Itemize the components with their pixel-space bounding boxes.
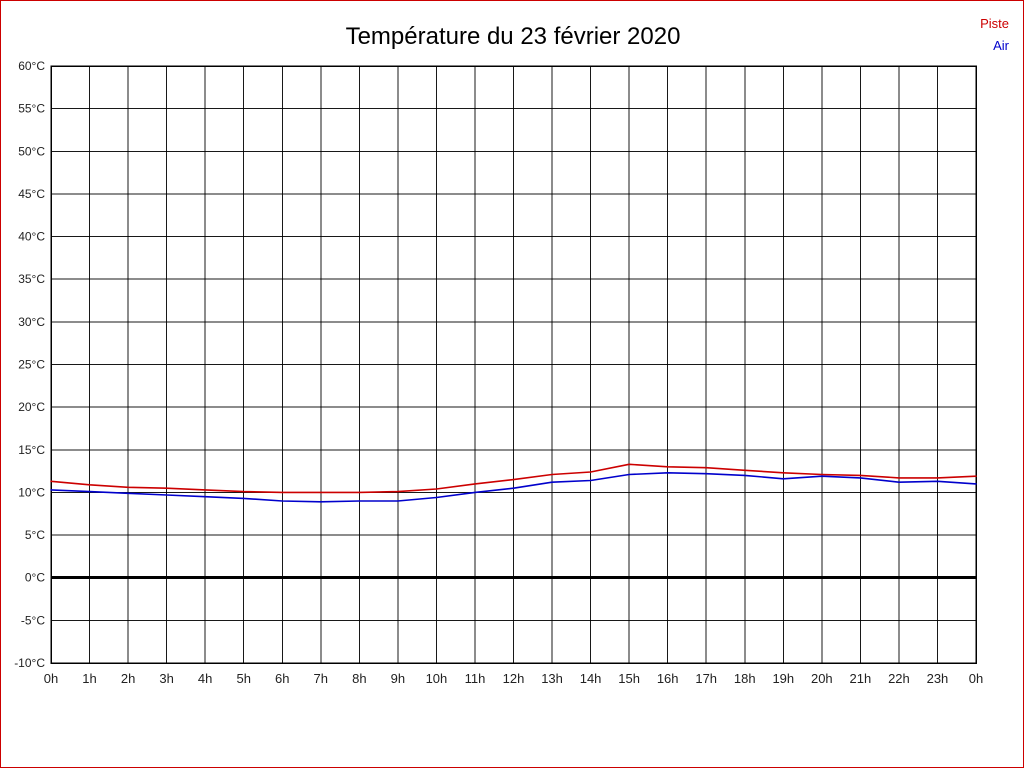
y-tick-label: 20°C <box>18 400 45 414</box>
x-tick-label: 4h <box>198 671 212 686</box>
x-tick-label: 7h <box>314 671 328 686</box>
x-tick-label: 0h <box>44 671 58 686</box>
y-tick-label: 45°C <box>18 187 45 201</box>
x-tick-label: 17h <box>695 671 717 686</box>
plot-border <box>50 65 977 664</box>
y-tick-label: 30°C <box>18 315 45 329</box>
x-tick-label: 9h <box>391 671 405 686</box>
x-tick-label: 20h <box>811 671 833 686</box>
y-tick-label: 5°C <box>25 528 45 542</box>
y-tick-label: 50°C <box>18 144 45 158</box>
y-tick-label: 40°C <box>18 230 45 244</box>
x-tick-label: 12h <box>503 671 525 686</box>
legend: Piste Air <box>980 13 1009 57</box>
y-tick-label: 55°C <box>18 102 45 116</box>
x-tick-label: 16h <box>657 671 679 686</box>
chart-title: Température du 23 février 2020 <box>345 23 681 50</box>
y-tick-label: 25°C <box>18 358 45 372</box>
air-line <box>50 471 977 503</box>
x-tick-label: 23h <box>927 671 949 686</box>
x-tick-label: 11h <box>465 671 486 686</box>
x-tick-label: 8h <box>352 671 366 686</box>
x-tick-label: 21h <box>850 671 872 686</box>
x-tick-label: 22h <box>888 671 910 686</box>
piste-line <box>50 463 977 494</box>
x-tick-label: 2h <box>121 671 135 686</box>
x-tick-label: 14h <box>580 671 602 686</box>
legend-item-piste: Piste <box>980 13 1009 35</box>
legend-label-air: Air <box>993 38 1009 53</box>
x-tick-label: 15h <box>618 671 640 686</box>
y-tick-label: -5°C <box>21 613 45 627</box>
y-tick-label: 15°C <box>18 443 45 457</box>
y-tick-label: 10°C <box>18 485 45 499</box>
y-tick-label: 0°C <box>25 571 45 585</box>
x-tick-label: 0h <box>969 671 983 686</box>
x-tick-label: 18h <box>734 671 756 686</box>
y-tick-label: 60°C <box>18 59 45 73</box>
y-tick-label: 35°C <box>18 272 45 286</box>
x-tick-label: 3h <box>159 671 173 686</box>
x-tick-label: 13h <box>541 671 563 686</box>
y-tick-label: -10°C <box>14 656 45 670</box>
x-tick-label: 6h <box>275 671 289 686</box>
x-tick-label: 10h <box>426 671 448 686</box>
x-tick-label: 5h <box>236 671 250 686</box>
legend-label-piste: Piste <box>980 16 1009 31</box>
x-tick-label: 19h <box>772 671 794 686</box>
x-tick-label: 1h <box>82 671 96 686</box>
legend-item-air: Air <box>980 35 1009 57</box>
